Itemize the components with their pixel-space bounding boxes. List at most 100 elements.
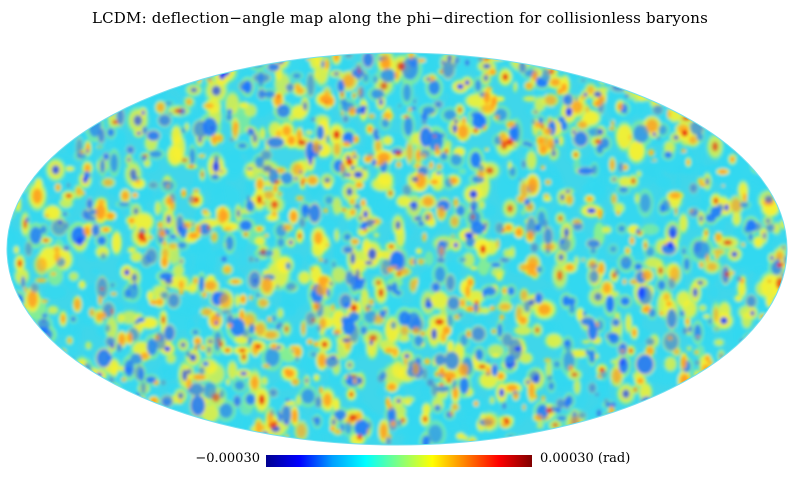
field-patch: [238, 348, 246, 353]
field-patch: [459, 377, 469, 395]
field-patch: [334, 329, 341, 335]
field-patch: [637, 231, 642, 235]
field-patch: [161, 315, 166, 324]
field-patch: [506, 384, 518, 392]
field-patch: [360, 325, 368, 335]
field-patch: [13, 182, 22, 190]
field-patch: [121, 311, 138, 324]
field-patch: [256, 195, 262, 204]
field-patch: [342, 115, 349, 123]
field-patch: [76, 236, 84, 246]
field-patch: [346, 187, 353, 196]
field-patch: [211, 134, 218, 144]
field-patch: [311, 285, 315, 291]
field-patch: [626, 100, 645, 116]
field-patch: [276, 104, 290, 118]
field-patch: [373, 177, 392, 191]
field-patch: [504, 419, 510, 425]
field-patch: [342, 246, 354, 254]
field-patch: [390, 420, 396, 427]
field-patch: [221, 309, 232, 314]
field-patch: [178, 280, 184, 290]
field-patch: [106, 318, 117, 339]
field-patch: [398, 104, 402, 108]
field-patch: [590, 247, 597, 254]
field-patch: [519, 353, 532, 363]
field-patch: [227, 323, 233, 328]
field-patch: [565, 107, 573, 117]
field-patch: [175, 215, 184, 235]
field-patch: [689, 183, 698, 193]
field-patch: [89, 308, 95, 317]
field-patch: [422, 153, 426, 159]
field-patch: [277, 308, 283, 318]
field-patch: [681, 355, 687, 369]
colorbar-max-label: 0.00030 (rad): [540, 451, 631, 466]
field-patch: [374, 233, 379, 238]
field-patch: [193, 374, 206, 380]
field-patch: [681, 247, 686, 255]
field-patch: [257, 249, 274, 257]
field-patch: [127, 157, 131, 162]
field-patch: [570, 349, 588, 358]
field-patch: [320, 328, 325, 336]
field-patch: [625, 248, 630, 254]
field-patch: [630, 279, 638, 284]
field-patch: [60, 198, 72, 208]
field-patch: [556, 270, 563, 281]
field-patch: [263, 364, 270, 368]
field-patch: [350, 165, 355, 171]
field-patch: [749, 163, 775, 185]
field-patch: [312, 417, 321, 422]
field-patch: [325, 196, 333, 205]
field-patch: [216, 338, 220, 342]
field-patch: [262, 165, 273, 173]
field-patch: [383, 112, 392, 120]
field-patch: [496, 239, 500, 249]
field-patch: [388, 190, 393, 196]
field-patch: [562, 93, 574, 106]
field-patch: [572, 230, 588, 251]
field-patch: [578, 121, 588, 129]
field-patch: [352, 195, 360, 199]
field-patch: [318, 353, 326, 367]
field-patch: [420, 282, 432, 291]
field-patch: [330, 426, 335, 431]
field-patch: [499, 303, 511, 311]
field-patch: [778, 264, 780, 268]
field-patch: [315, 282, 328, 296]
field-patch: [474, 79, 482, 92]
field-patch: [349, 199, 355, 205]
field-patch: [41, 299, 48, 303]
field-patch: [221, 256, 228, 262]
field-patch: [355, 268, 360, 282]
field-patch: [128, 217, 135, 224]
field-patch: [319, 95, 329, 104]
field-patch: [421, 332, 425, 336]
field-patch: [386, 398, 390, 406]
field-patch: [512, 361, 516, 367]
field-patch: [492, 96, 497, 106]
field-patch: [556, 415, 567, 421]
field-patch: [490, 262, 501, 268]
field-patch: [738, 201, 749, 208]
field-patch: [276, 284, 280, 289]
field-patch: [617, 211, 620, 214]
field-patch: [743, 332, 758, 344]
field-patch: [530, 243, 539, 253]
field-patch: [148, 181, 158, 189]
field-patch: [189, 148, 196, 165]
field-patch: [715, 327, 719, 330]
field-patch: [700, 183, 706, 187]
field-patch: [349, 324, 359, 343]
field-patch: [519, 316, 527, 325]
field-patch: [202, 308, 212, 316]
field-patch: [74, 298, 81, 310]
field-patch: [714, 339, 724, 346]
field-patch: [543, 127, 553, 135]
field-patch: [261, 277, 273, 293]
field-patch: [464, 232, 474, 239]
field-patch: [321, 341, 328, 348]
field-patch: [239, 80, 253, 92]
field-patch: [48, 306, 58, 314]
